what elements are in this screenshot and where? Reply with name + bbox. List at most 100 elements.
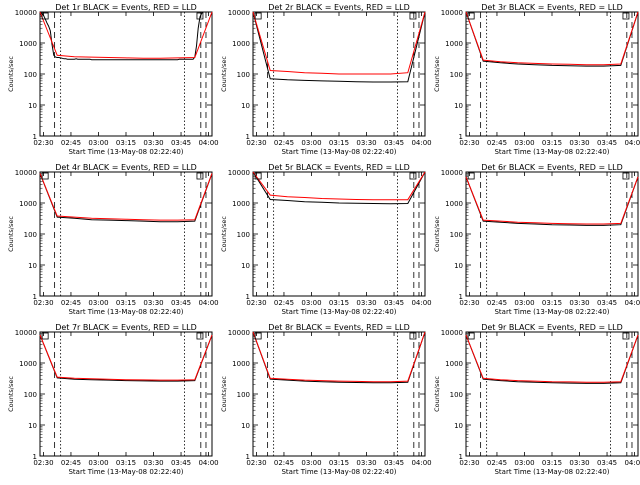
y-tick-label: 10000 [441, 169, 463, 177]
x-axis-label: Start Time (13-May-08 02:22:40) [68, 308, 183, 316]
x-tick-label: 02:45 [61, 139, 81, 147]
x-tick-label: 04:00 [411, 459, 431, 467]
top-box-marker [196, 332, 204, 340]
panel-title: Det 2r BLACK = Events, RED = LLD [268, 3, 410, 12]
panel-title: Det 3r BLACK = Events, RED = LLD [481, 3, 623, 12]
x-tick-label: 02:30 [246, 139, 266, 147]
panel-title: Det 9r BLACK = Events, RED = LLD [481, 323, 623, 332]
x-axis-label: Start Time (13-May-08 02:22:40) [281, 468, 396, 476]
y-tick-label: 10000 [228, 9, 250, 17]
x-tick-label: 03:15 [329, 299, 349, 307]
y-tick-label: 1 [33, 293, 37, 301]
panel-title: Det 1r BLACK = Events, RED = LLD [55, 3, 197, 12]
y-tick-label: 10000 [228, 169, 250, 177]
x-tick-label: 02:30 [459, 459, 479, 467]
series-lld [39, 334, 213, 381]
x-axis-label: Start Time (13-May-08 02:22:40) [281, 148, 396, 156]
x-tick-label: 02:45 [487, 459, 507, 467]
y-tick-label: 10000 [441, 9, 463, 17]
x-tick-label: 02:45 [487, 139, 507, 147]
y-tick-label: 10000 [228, 329, 250, 337]
x-tick-label: 03:30 [569, 139, 589, 147]
x-tick-label: 03:15 [329, 139, 349, 147]
panel-title: Det 6r BLACK = Events, RED = LLD [481, 163, 623, 172]
series-lld [252, 331, 426, 383]
top-box-marker [41, 172, 49, 180]
x-tick-label: 03:15 [116, 299, 136, 307]
y-tick-label: 10 [454, 422, 463, 430]
y-tick-label: 1 [459, 133, 463, 141]
x-tick-label: 02:45 [274, 139, 294, 147]
panel-4: Det 4r BLACK = Events, RED = LLD 1 10 100 10… [7, 163, 219, 316]
y-tick-label: 100 [24, 391, 37, 399]
plot-frame [39, 11, 213, 137]
x-tick-label: 03:45 [171, 299, 191, 307]
x-tick-label: 04:00 [198, 299, 218, 307]
y-tick-label: 10 [241, 422, 250, 430]
x-tick-label: 04:00 [411, 299, 431, 307]
x-tick-label: 04:00 [198, 459, 218, 467]
y-tick-label: 10 [241, 262, 250, 270]
top-box-marker [409, 12, 417, 20]
plot-frame [252, 331, 426, 457]
panel-5: Det 5r BLACK = Events, RED = LLD 1 10 100 10… [220, 163, 432, 316]
top-box-marker [254, 172, 262, 180]
x-tick-label: 03:00 [88, 139, 108, 147]
panel-title: Det 8r BLACK = Events, RED = LLD [268, 323, 410, 332]
x-tick-label: 03:00 [88, 459, 108, 467]
x-tick-label: 03:15 [542, 299, 562, 307]
top-box-marker [196, 172, 204, 180]
x-tick-label: 03:00 [514, 299, 534, 307]
x-tick-label: 03:30 [569, 459, 589, 467]
top-box-marker [467, 332, 475, 340]
x-tick-label: 03:30 [143, 139, 163, 147]
series-events [39, 11, 212, 61]
panel-2: Det 2r BLACK = Events, RED = LLD 1 10 100 10… [220, 3, 432, 156]
x-tick-label: 02:30 [459, 299, 479, 307]
top-box-marker [467, 172, 475, 180]
plot-frame [465, 11, 639, 137]
top-box-marker [409, 332, 417, 340]
y-tick-label: 10000 [15, 9, 37, 17]
top-box-marker [254, 12, 262, 20]
x-axis-label: Start Time (13-May-08 02:22:40) [68, 468, 183, 476]
y-tick-label: 10000 [15, 329, 37, 337]
y-tick-label: 100 [237, 391, 250, 399]
top-box-marker [622, 12, 630, 20]
plot-frame [465, 331, 639, 457]
x-tick-label: 02:30 [33, 459, 53, 467]
x-tick-label: 03:30 [569, 299, 589, 307]
y-tick-label: 1 [33, 453, 37, 461]
top-box-marker [254, 332, 262, 340]
top-box-marker [467, 12, 475, 20]
x-tick-label: 02:30 [246, 459, 266, 467]
top-box-marker [409, 172, 417, 180]
series-events [39, 334, 213, 382]
y-tick-label: 10000 [15, 169, 37, 177]
x-axis-label: Start Time (13-May-08 02:22:40) [68, 148, 183, 156]
y-tick-label: 10 [454, 262, 463, 270]
panel-title: Det 5r BLACK = Events, RED = LLD [268, 163, 410, 172]
y-tick-label: 1 [33, 133, 37, 141]
plot-frame [465, 171, 639, 297]
x-tick-label: 03:45 [597, 459, 617, 467]
y-tick-label: 1 [459, 453, 463, 461]
series-lld [465, 176, 639, 225]
x-tick-label: 03:00 [514, 459, 534, 467]
x-tick-label: 03:00 [301, 459, 321, 467]
y-axis-label: Counts/sec [7, 56, 15, 92]
series-lld [39, 11, 213, 59]
series-events [252, 171, 426, 205]
y-tick-label: 100 [24, 71, 37, 79]
series-lld [252, 171, 426, 201]
y-tick-label: 1000 [232, 40, 250, 48]
y-tick-label: 1000 [19, 360, 37, 368]
x-tick-label: 04:00 [411, 139, 431, 147]
panel-6: Det 6r BLACK = Events, RED = LLD 1 10 100 10… [433, 163, 640, 316]
series-lld [39, 173, 213, 221]
x-tick-label: 03:00 [514, 139, 534, 147]
x-tick-label: 03:45 [171, 139, 191, 147]
y-axis-label: Counts/sec [7, 216, 15, 252]
x-tick-label: 02:45 [274, 459, 294, 467]
y-tick-label: 100 [24, 231, 37, 239]
